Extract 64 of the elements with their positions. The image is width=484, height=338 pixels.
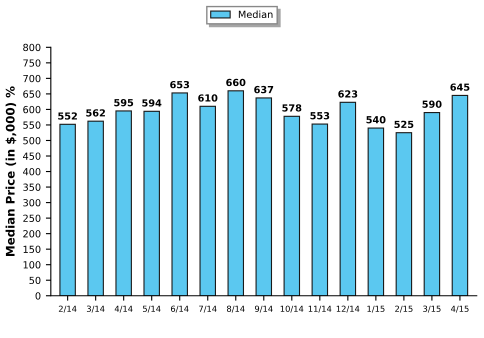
data-label: 610: [198, 94, 218, 102]
bar: [396, 132, 412, 296]
data-label: 623: [338, 90, 358, 98]
y-tick-label: 800: [23, 44, 40, 52]
bar: [424, 112, 440, 296]
x-tick-label: 12/14: [336, 306, 360, 313]
x-tick-label: 2/15: [395, 306, 413, 313]
x-tick-label: 10/14: [280, 306, 304, 313]
x-tick-label: 11/14: [308, 306, 332, 313]
x-tick-label: 6/14: [170, 306, 189, 313]
data-label: 595: [114, 98, 134, 106]
y-tick-label: 400: [23, 168, 40, 176]
y-tick-label: 300: [23, 199, 40, 206]
bar: [115, 110, 132, 296]
x-tick-label: 4/15: [450, 306, 469, 313]
bar: [87, 120, 104, 296]
y-tick-label: 650: [23, 90, 40, 98]
data-label: 562: [86, 109, 105, 117]
y-tick-label: 750: [23, 59, 40, 67]
y-tick-label: 200: [23, 230, 40, 238]
data-label: 540: [366, 116, 386, 124]
data-label: 590: [422, 100, 442, 108]
y-tick-label: 450: [23, 152, 40, 160]
x-tick-label: 1/15: [367, 306, 384, 313]
bar: [368, 128, 384, 296]
bar: [312, 123, 328, 296]
y-axis-title: Median Price (in $,000) %: [6, 86, 16, 256]
x-tick-label: 7/14: [199, 306, 217, 313]
y-tick-label: 250: [23, 214, 40, 222]
y-tick-label: 350: [23, 184, 40, 191]
bar: [59, 124, 76, 296]
data-label: 653: [170, 80, 190, 88]
data-label: 594: [142, 99, 162, 107]
y-tick-label: 150: [24, 246, 40, 253]
y-tick-label: 700: [23, 74, 40, 82]
data-label: 553: [310, 112, 330, 120]
bar: [228, 90, 244, 296]
x-tick-label: 2/14: [58, 306, 77, 313]
legend-label: Median: [238, 10, 272, 18]
x-tick-label: 3/15: [423, 306, 441, 313]
y-tick-label: 600: [23, 106, 40, 114]
x-tick-label: 4/14: [114, 306, 133, 313]
bar: [171, 92, 188, 296]
y-tick-label: 0: [36, 292, 40, 300]
bar: [143, 110, 160, 296]
y-tick-label: 100: [24, 261, 40, 269]
data-label: 578: [282, 104, 302, 112]
y-tick-label: 500: [23, 136, 40, 144]
y-tick-label: 50: [29, 276, 40, 284]
x-tick-label: 5/14: [142, 306, 161, 313]
bar: [199, 106, 216, 296]
data-label: 552: [58, 112, 77, 120]
data-label: 637: [254, 86, 274, 94]
bar: [256, 97, 272, 296]
x-tick-label: 3/14: [86, 306, 105, 313]
bar: [284, 116, 300, 296]
x-tick-label: 9/14: [254, 306, 273, 313]
y-tick-label: 550: [23, 121, 40, 129]
data-label: 645: [450, 83, 470, 91]
data-label: 660: [226, 78, 246, 86]
bar: [452, 94, 468, 296]
data-label: 525: [394, 120, 414, 128]
x-tick-label: 8/14: [226, 306, 245, 313]
bar: [340, 102, 356, 296]
